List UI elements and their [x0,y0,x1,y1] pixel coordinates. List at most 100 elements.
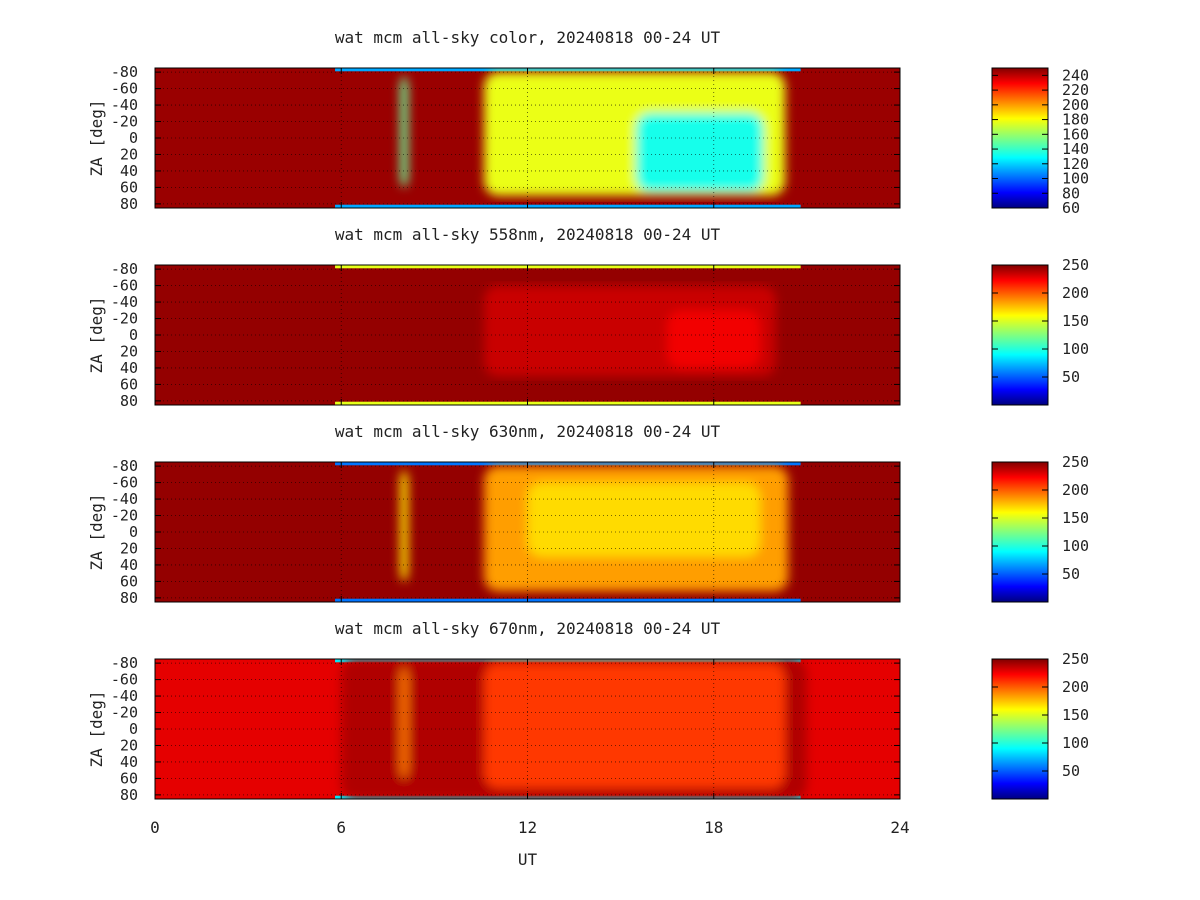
y-tick-label: -20 [111,507,138,525]
y-tick-label: 40 [120,753,138,771]
grid [155,265,900,405]
y-tick-label: -40 [111,490,138,508]
y-tick-label: -80 [111,63,138,81]
y-tick-label: 60 [120,572,138,590]
y-tick-label: -60 [111,671,138,689]
colorbar-tick-label: 100 [1062,734,1089,752]
y-tick-label: 60 [120,769,138,787]
colorbar-tick-label: 200 [1062,678,1089,696]
y-tick-label: 60 [120,375,138,393]
intensity-feature-2 [484,663,786,789]
y-tick-label: 0 [129,129,138,147]
y-axis-label: ZA [deg] [87,690,106,767]
colorbar-tick-label: 160 [1062,125,1089,143]
intensity-feature-2 [636,113,764,192]
y-tick-label: -80 [111,260,138,278]
y-tick-label: 80 [120,195,138,213]
y-tick-label: 60 [120,178,138,196]
y-tick-label: 20 [120,145,138,163]
colorbar-scale [991,461,1049,603]
colorbar-tick-label: 250 [1062,650,1089,668]
horizon-band-bottom [335,401,801,405]
x-tick-label: 12 [518,818,537,837]
x-tick-label: 0 [150,818,160,837]
colorbar-tick-label: 200 [1062,96,1089,114]
y-axis-label: ZA [deg] [87,493,106,570]
y-tick-label: 20 [120,539,138,557]
y-tick-label: 80 [120,786,138,804]
horizon-band-top [335,68,801,72]
x-tick-label: 18 [704,818,723,837]
y-tick-label: -80 [111,457,138,475]
intensity-feature-3 [400,76,408,188]
colorbar-tick-label: 250 [1062,453,1089,471]
y-tick-label: 80 [120,589,138,607]
panel-title: wat mcm all-sky 630nm, 20240818 00-24 UT [335,422,721,441]
colorbar-tick-label: 100 [1062,537,1089,555]
colorbar-tick-label: 100 [1062,170,1089,188]
colorbar-tick-label: 100 [1062,340,1089,358]
colorbar-tick-label: 140 [1062,140,1089,158]
y-tick-label: -60 [111,474,138,492]
y-tick-label: -40 [111,687,138,705]
intensity-feature-3 [400,470,408,582]
y-tick-label: -20 [111,113,138,131]
panel-title: wat mcm all-sky color, 20240818 00-24 UT [335,28,721,47]
y-tick-label: -80 [111,654,138,672]
y-axis-label: ZA [deg] [87,99,106,176]
colorbar-tick-label: 50 [1062,368,1080,386]
colorbar: 50 100 150 200 250 [991,453,1089,603]
panel-4: wat mcm all-sky 670nm, 20240818 00-24 UT… [87,619,1089,869]
colorbar-tick-label: 200 [1062,284,1089,302]
y-tick-label: -40 [111,96,138,114]
panel-3: wat mcm all-sky 630nm, 20240818 00-24 UT… [87,422,1089,607]
x-axis-label: UT [518,850,538,869]
colorbar-tick-label: 250 [1062,256,1089,274]
panel-1: wat mcm all-sky color, 20240818 00-24 UT… [87,28,1089,217]
horizon-band-top [335,462,801,466]
y-tick-label: 40 [120,359,138,377]
colorbar-scale [991,264,1049,406]
colorbar-tick-label: 150 [1062,509,1089,527]
colorbar-tick-label: 240 [1062,66,1089,84]
y-axis-label: ZA [deg] [87,296,106,373]
colorbar-scale [991,658,1049,800]
colorbar-tick-label: 120 [1062,155,1089,173]
panel-title: wat mcm all-sky 670nm, 20240818 00-24 UT [335,619,721,638]
y-tick-label: 0 [129,326,138,344]
colorbar-scale [991,67,1049,209]
y-tick-label: -20 [111,310,138,328]
x-tick-label: 6 [336,818,346,837]
colorbar-tick-label: 150 [1062,312,1089,330]
colorbar-tick-label: 60 [1062,199,1080,217]
colorbar-tick-label: 150 [1062,706,1089,724]
y-tick-label: 0 [129,720,138,738]
colorbar: 50 100 150 200 250 [991,256,1089,406]
intensity-feature-3 [400,667,408,779]
y-tick-label: -40 [111,293,138,311]
colorbar-tick-label: 50 [1062,762,1080,780]
y-tick-label: -60 [111,277,138,295]
y-tick-label: -20 [111,704,138,722]
y-tick-label: 80 [120,392,138,410]
colorbar-tick-label: 220 [1062,81,1089,99]
y-tick-label: 40 [120,162,138,180]
y-tick-label: 40 [120,556,138,574]
horizon-band-bottom [335,204,801,208]
horizon-band-top [335,265,801,269]
x-tick-label: 24 [890,818,909,837]
colorbar-tick-label: 180 [1062,111,1089,129]
panel-2: wat mcm all-sky 558nm, 20240818 00-24 UT… [87,225,1089,410]
y-tick-label: 20 [120,736,138,754]
intensity-feature-2 [527,482,761,557]
colorbar-tick-label: 50 [1062,565,1080,583]
panel-title: wat mcm all-sky 558nm, 20240818 00-24 UT [335,225,721,244]
y-tick-label: 0 [129,523,138,541]
y-tick-label: 20 [120,342,138,360]
y-tick-label: -60 [111,80,138,98]
colorbar-tick-label: 200 [1062,481,1089,499]
colorbar: 50 100 150 200 250 [991,650,1089,800]
intensity-feature-2 [667,310,761,368]
